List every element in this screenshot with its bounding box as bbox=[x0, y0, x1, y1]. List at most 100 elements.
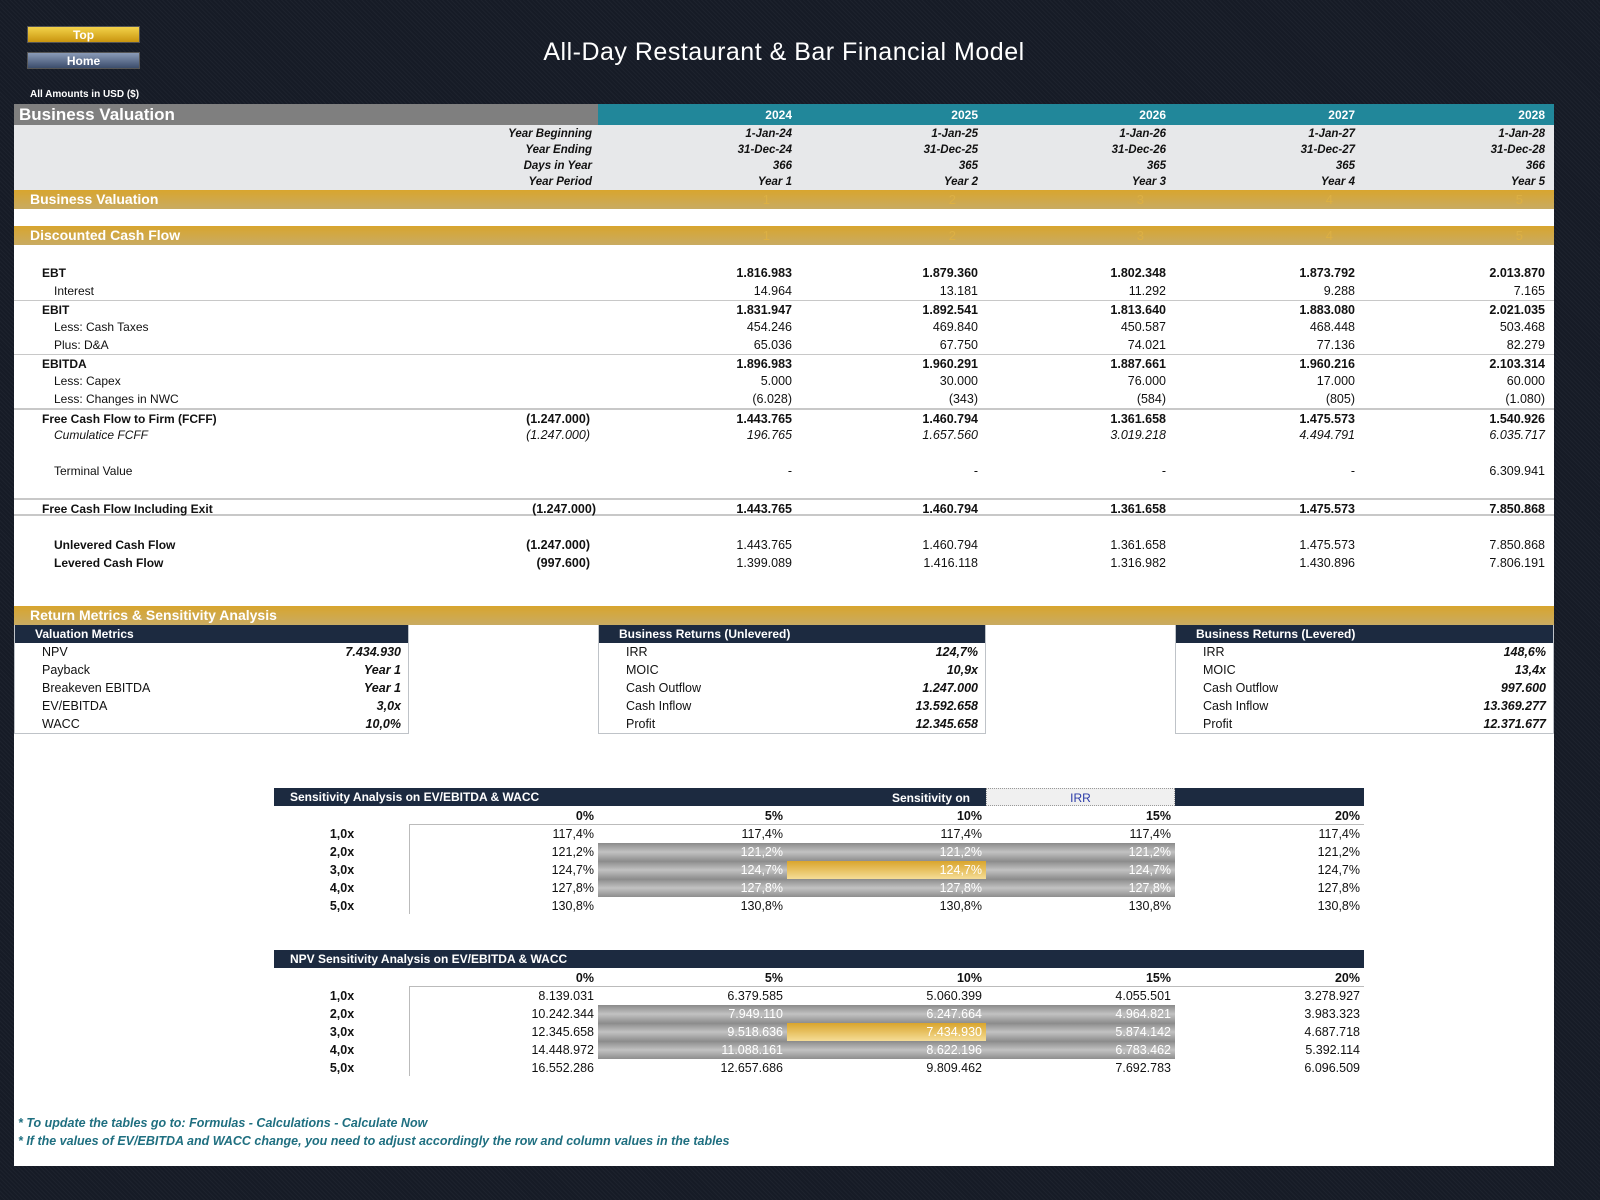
year-header: 2024 bbox=[765, 108, 792, 122]
cell-value: 1.540.926 bbox=[1489, 412, 1545, 426]
sensitivity-cell: 124,7% bbox=[1317, 863, 1360, 877]
sensitivity-cell: 6.247.664 bbox=[787, 1005, 986, 1023]
cell-value: 454.246 bbox=[746, 320, 792, 334]
table-row: Interest 14.964 13.181 11.292 9.288 7.165 bbox=[14, 282, 1554, 300]
info-value: 1-Jan-27 bbox=[1308, 128, 1355, 140]
info-value: 31-Dec-25 bbox=[923, 144, 978, 156]
period-number: 4 bbox=[1325, 228, 1333, 243]
metric-value: 13,4x bbox=[1514, 663, 1546, 677]
cell-value: 7.165 bbox=[1513, 284, 1545, 298]
metric-label: WACC bbox=[42, 717, 80, 731]
info-value: 31-Dec-24 bbox=[737, 144, 792, 156]
column-header: 0% bbox=[575, 971, 594, 985]
period-number: 3 bbox=[1136, 228, 1144, 243]
cell-value: 450.587 bbox=[1120, 320, 1166, 334]
pre-period-value: (1.247.000) bbox=[526, 428, 590, 442]
period-number: 1 bbox=[762, 228, 770, 243]
cell-value: 503.468 bbox=[1499, 320, 1545, 334]
info-value: 365 bbox=[958, 160, 978, 172]
info-value: 365 bbox=[1335, 160, 1355, 172]
sensitivity-cell: 4.964.821 bbox=[986, 1005, 1175, 1023]
sensitivity-on-select[interactable]: IRR bbox=[986, 788, 1175, 806]
top-button[interactable]: Top bbox=[27, 26, 140, 43]
sensitivity-cell: 6.379.585 bbox=[727, 989, 783, 1003]
metric-label: Cash Outflow bbox=[626, 681, 702, 695]
metric-label: EV/EBITDA bbox=[42, 699, 108, 713]
cell-value: 1.460.794 bbox=[922, 502, 978, 516]
cell-value: 1.831.947 bbox=[736, 303, 792, 317]
info-value: 365 bbox=[1146, 160, 1166, 172]
sensitivity-cell: 5.060.399 bbox=[926, 989, 982, 1003]
cell-value: 76.000 bbox=[1127, 374, 1166, 388]
column-header: 20% bbox=[1334, 809, 1360, 823]
cell-value: 1.892.541 bbox=[922, 303, 978, 317]
sensitivity-cell: 121,2% bbox=[598, 843, 787, 861]
period-number: 3 bbox=[1136, 192, 1144, 207]
info-value: 1-Jan-26 bbox=[1119, 128, 1166, 140]
info-value: 1-Jan-25 bbox=[931, 128, 978, 140]
sensitivity-cell: 130,8% bbox=[740, 899, 783, 913]
header-line bbox=[409, 986, 1364, 987]
cell-value: 1.361.658 bbox=[1110, 412, 1166, 426]
row-header: 2,0x bbox=[329, 1007, 355, 1021]
column-header: 5% bbox=[764, 971, 783, 985]
cell-value: 7.850.868 bbox=[1489, 502, 1545, 516]
cell-value: 1.896.983 bbox=[736, 357, 792, 371]
metric-row: Profit 12.371.677 bbox=[1176, 715, 1553, 733]
cell-value: 74.021 bbox=[1127, 338, 1166, 352]
cell-value: 1.879.360 bbox=[922, 266, 978, 280]
sensitivity-cell: 127,8% bbox=[598, 879, 787, 897]
cell-value: 30.000 bbox=[939, 374, 978, 388]
info-value: Year 2 bbox=[943, 176, 978, 188]
cell-value: 1.399.089 bbox=[736, 556, 792, 570]
row-label: Levered Cash Flow bbox=[54, 556, 164, 570]
cell-value: - bbox=[787, 464, 792, 478]
sensitivity-on-label: Sensitivity on bbox=[891, 791, 970, 805]
sensitivity-cell: 117,4% bbox=[940, 827, 982, 841]
cell-value: 14.964 bbox=[753, 284, 792, 298]
band-return-metrics: Return Metrics & Sensitivity Analysis bbox=[14, 606, 1554, 625]
band-business-valuation: Business Valuation bbox=[14, 190, 1554, 209]
cell-value: 17.000 bbox=[1316, 374, 1355, 388]
sensitivity-cell: 121,2% bbox=[1317, 845, 1360, 859]
cell-value: 1.475.573 bbox=[1299, 412, 1355, 426]
metric-value: 124,7% bbox=[935, 645, 978, 659]
sensitivity-cell: 8.622.196 bbox=[787, 1041, 986, 1059]
sensitivity-cell: 124,7% bbox=[986, 861, 1175, 879]
sensitivity-cell: 117,4% bbox=[1129, 827, 1171, 841]
home-button[interactable]: Home bbox=[27, 52, 140, 69]
period-number: 2 bbox=[948, 192, 956, 207]
sensitivity-cell: 7.949.110 bbox=[598, 1005, 787, 1023]
column-header: 15% bbox=[1145, 809, 1171, 823]
cell-value: 1.416.118 bbox=[923, 556, 978, 570]
info-value: 366 bbox=[1525, 160, 1545, 172]
cell-value: 468.448 bbox=[1309, 320, 1355, 334]
info-value: 31-Dec-26 bbox=[1111, 144, 1166, 156]
metric-label: Cash Outflow bbox=[1203, 681, 1279, 695]
pre-period-value: (1.247.000) bbox=[532, 502, 596, 516]
metric-row: EV/EBITDA 3,0x bbox=[15, 697, 408, 715]
sensitivity-cell: 7.692.783 bbox=[1115, 1061, 1171, 1075]
page-title: All-Day Restaurant & Bar Financial Model bbox=[543, 38, 1025, 66]
cell-value: 1.657.560 bbox=[922, 428, 978, 442]
row-header: 5,0x bbox=[329, 899, 355, 913]
period-number: 5 bbox=[1515, 228, 1523, 243]
cell-value: 7.850.868 bbox=[1489, 538, 1545, 552]
cell-value: 1.475.573 bbox=[1299, 502, 1355, 516]
row-label: Less: Changes in NWC bbox=[54, 392, 179, 406]
band-label: Discounted Cash Flow bbox=[30, 227, 181, 243]
metric-row: Cash Outflow 997.600 bbox=[1176, 679, 1553, 697]
metric-row: Cash Outflow 1.247.000 bbox=[599, 679, 985, 697]
cell-value: 1.460.794 bbox=[922, 538, 978, 552]
cell-value: 1.430.896 bbox=[1299, 556, 1355, 570]
cell-value: 65.036 bbox=[753, 338, 792, 352]
metric-value: Year 1 bbox=[363, 663, 401, 677]
cell-value: 196.765 bbox=[746, 428, 792, 442]
metric-label: IRR bbox=[1203, 645, 1225, 659]
row-label: EBITDA bbox=[42, 357, 87, 371]
row-header: 4,0x bbox=[329, 1043, 355, 1057]
metric-value: 10,0% bbox=[365, 717, 401, 731]
cell-value: 77.136 bbox=[1316, 338, 1355, 352]
sensitivity-cell: 124,7% bbox=[551, 863, 594, 877]
cell-value: 2.021.035 bbox=[1489, 303, 1545, 317]
